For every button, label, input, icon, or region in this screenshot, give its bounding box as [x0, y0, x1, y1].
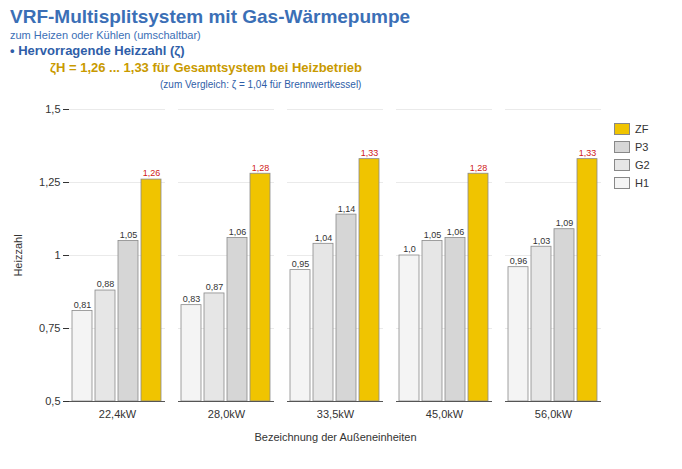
html-text:ζH = 1,26 ... 1,33 für Gesamts: ζH = 1,26 ... 1,33 für Gesamtsystem bei … [50, 60, 362, 75]
svg-text:0,75: 0,75 [39, 322, 60, 334]
svg-text:0,87: 0,87 [206, 282, 224, 292]
svg-text:1,05: 1,05 [120, 230, 138, 240]
svg-text:1,09: 1,09 [556, 218, 574, 228]
svg-text:28,0kW: 28,0kW [208, 408, 246, 420]
svg-text:1,03: 1,03 [533, 236, 551, 246]
svg-text:1,14: 1,14 [338, 204, 356, 214]
svg-text:0,81: 0,81 [74, 300, 92, 310]
html-text:G2: G2 [635, 159, 650, 171]
html-text:VRF-Multisplitsystem mit Gas-W: VRF-Multisplitsystem mit Gas-Wärmepumpe [10, 6, 411, 27]
svg-text:0,95: 0,95 [292, 259, 310, 269]
svg-text:0,96: 0,96 [510, 256, 528, 266]
svg-text:1,04: 1,04 [315, 233, 333, 243]
svg-text:56,0kW: 56,0kW [535, 408, 573, 420]
svg-text:1: 1 [54, 249, 60, 261]
svg-text:1,06: 1,06 [229, 227, 247, 237]
svg-text:Bezeichnung der Außeneinheiten: Bezeichnung der Außeneinheiten [254, 431, 416, 443]
svg-text:0,5: 0,5 [45, 395, 60, 407]
svg-text:1,33: 1,33 [361, 148, 379, 158]
html-text:H1: H1 [635, 177, 650, 189]
html-text:P3: P3 [635, 141, 649, 153]
svg-text:Heizzahl: Heizzahl [12, 234, 24, 276]
svg-text:1,33: 1,33 [579, 148, 597, 158]
svg-text:0,83: 0,83 [183, 294, 201, 304]
svg-text:1,0: 1,0 [403, 244, 416, 254]
svg-text:1,05: 1,05 [424, 230, 442, 240]
svg-text:22,4kW: 22,4kW [99, 408, 137, 420]
html-text:(zum Vergleich: ζ = 1,04 für B: (zum Vergleich: ζ = 1,04 für Brennwertke… [160, 79, 362, 90]
html-text:zum Heizen oder Kühlen (umscha: zum Heizen oder Kühlen (umschaltbar) [10, 29, 201, 41]
html-text:• Hervorragende Heizzahl (ζ): • Hervorragende Heizzahl (ζ) [10, 43, 185, 58]
svg-text:1,28: 1,28 [470, 163, 488, 173]
svg-text:1,26: 1,26 [143, 168, 161, 178]
svg-text:1,5: 1,5 [45, 103, 60, 115]
svg-text:33,5kW: 33,5kW [317, 408, 355, 420]
svg-text:1,28: 1,28 [252, 163, 270, 173]
svg-text:1,06: 1,06 [447, 227, 465, 237]
svg-text:45,0kW: 45,0kW [426, 408, 464, 420]
html-text:ZF: ZF [635, 123, 649, 135]
svg-text:1,25: 1,25 [39, 176, 60, 188]
svg-text:0,88: 0,88 [97, 279, 115, 289]
